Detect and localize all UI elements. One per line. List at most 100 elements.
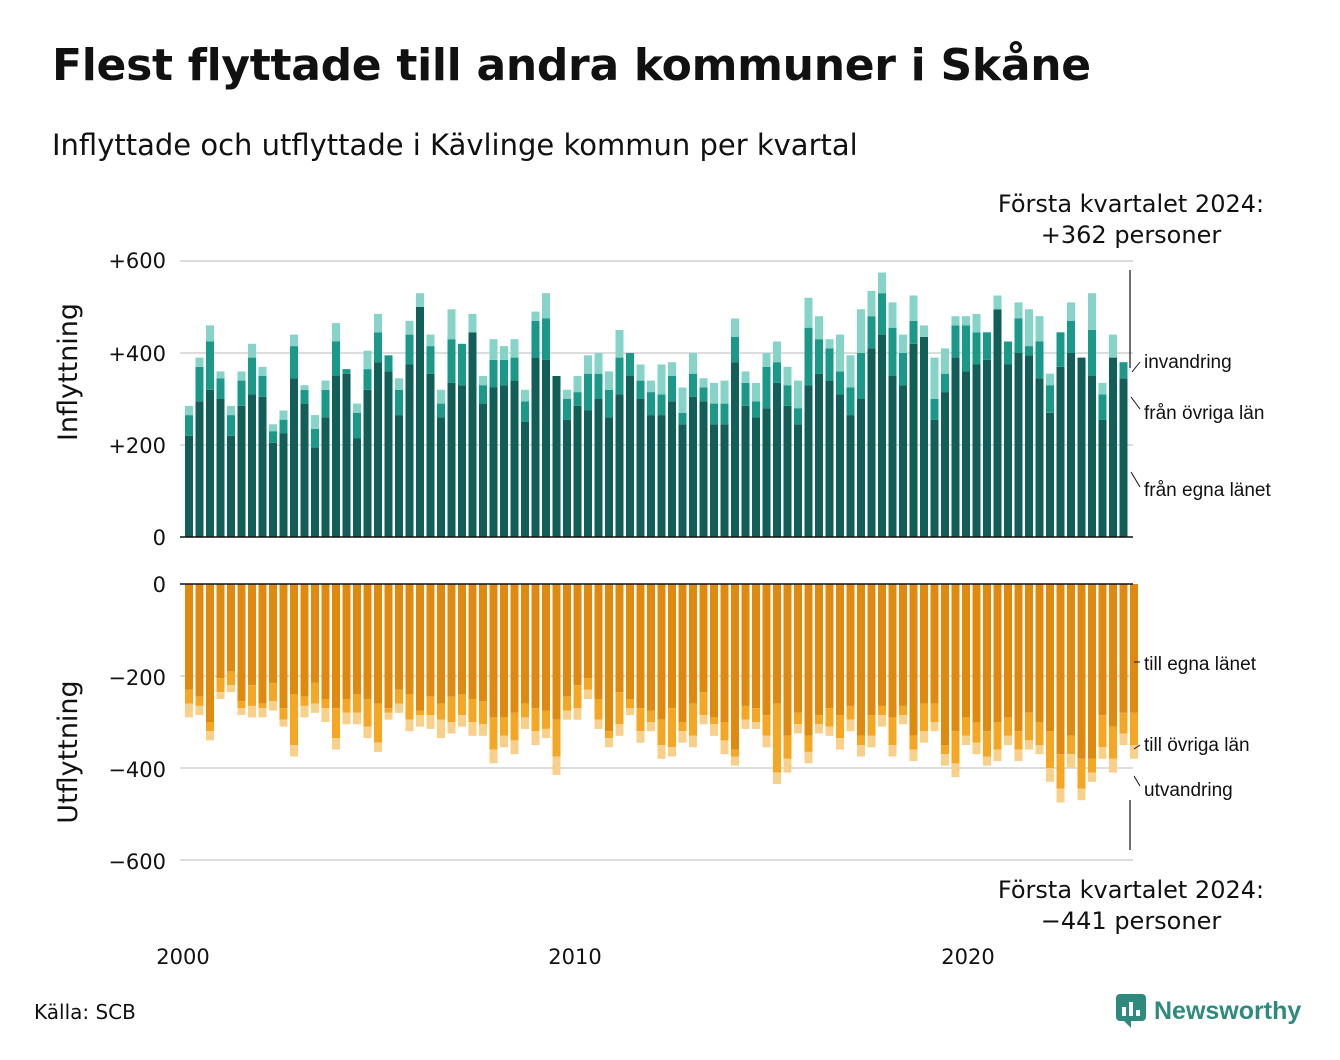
inflow-bar-67-s2 [888, 302, 897, 328]
inflow-bar-22-s0 [416, 307, 424, 537]
inflow-bar-77-s2 [993, 295, 1002, 310]
outflow-bar-9-s1 [279, 708, 288, 720]
inflow-bar-41-s2 [615, 330, 624, 358]
outflow-bar-39-s2 [594, 719, 603, 729]
outflow-bar-48-s0 [689, 584, 697, 704]
inflow-bar-21-s1 [405, 334, 414, 365]
outflow-bar-11-s1 [300, 696, 309, 706]
outflow-bar-39-s1 [594, 699, 603, 720]
outflow-bar-57-s2 [783, 758, 792, 773]
inflow-bar-61-s1 [825, 348, 834, 381]
outflow-bar-69-s2 [909, 749, 918, 762]
inflow-bar-12-s1 [311, 428, 319, 448]
bottom-annotation-line2: −441 personer [1041, 907, 1222, 935]
outflow-bar-22-s1 [416, 710, 424, 716]
inflow-bar-57-s2 [783, 366, 792, 386]
outflow-bar-30-s2 [500, 735, 508, 748]
outflow-bar-81-s0 [1035, 584, 1044, 722]
outflow-bar-86-s0 [1088, 584, 1096, 759]
outflow-bar-87-s1 [1098, 715, 1107, 748]
inflow-bar-7-s2 [258, 366, 267, 376]
outflow-bar-76-s0 [983, 584, 991, 732]
inflow-bar-25-s0 [447, 382, 456, 537]
inflow-bar-42-s1 [626, 353, 634, 376]
outflow-bar-62-s1 [836, 715, 844, 739]
outflow-bar-71-s1 [930, 703, 939, 722]
outflow-bar-53-s0 [741, 584, 750, 706]
inflow-bar-75-s0 [972, 364, 981, 537]
inflow-bar-20-s2 [395, 378, 403, 390]
top-y-tick-400: +400 [108, 342, 166, 366]
inflow-bar-5-s0 [237, 405, 246, 537]
inflow-bar-67-s1 [888, 327, 897, 376]
outflow-bar-43-s1 [636, 708, 645, 732]
inflow-bar-26-s1 [458, 343, 466, 386]
outflow-bar-31-s0 [510, 584, 519, 713]
outflow-bar-29-s2 [489, 749, 498, 764]
outflow-bar-83-s0 [1056, 584, 1065, 755]
inflow-bar-80-s1 [1025, 346, 1033, 356]
outflow-bar-51-s1 [720, 722, 729, 741]
inflow-bar-7-s0 [258, 396, 267, 537]
inflow-bar-15-s0 [342, 373, 351, 537]
inflow-bar-28-s1 [479, 385, 487, 404]
outflow-bar-16-s0 [353, 584, 361, 695]
inflow-bar-2-s1 [206, 341, 214, 390]
outflow-bar-77-s0 [993, 584, 1002, 722]
outflow-bar-67-s1 [888, 717, 897, 745]
outflow-bar-20-s0 [395, 584, 403, 690]
outflow-bar-25-s1 [447, 696, 456, 722]
inflow-bar-9-s0 [279, 433, 288, 537]
outflow-bar-67-s2 [888, 745, 897, 757]
inflow-bar-72-s0 [941, 392, 949, 537]
inflow-bar-85-s0 [1077, 357, 1086, 537]
inflow-bar-20-s0 [395, 415, 403, 537]
inflow-bar-54-s1 [752, 401, 760, 418]
inflow-bar-33-s0 [531, 357, 540, 537]
inflow-bar-11-s2 [300, 385, 309, 390]
outflow-bar-62-s0 [836, 584, 844, 716]
outflow-bar-68-s2 [899, 715, 907, 725]
inflow-bar-45-s1 [657, 394, 666, 416]
inflow-bar-75-s1 [972, 332, 981, 365]
outflow-bar-73-s0 [951, 584, 960, 732]
inflow-bar-58-s0 [794, 424, 802, 537]
outflow-bar-2-s0 [206, 584, 214, 722]
inflow-bar-18-s1 [374, 332, 382, 363]
outflow-bar-54-s1 [752, 708, 760, 722]
outflow-bar-10-s0 [290, 584, 298, 695]
inflow-bar-17-s0 [363, 389, 372, 537]
inflow-bar-66-s2 [878, 272, 886, 294]
inflow-bar-35-s0 [552, 376, 561, 537]
inflow-bar-65-s0 [867, 348, 876, 537]
inflow-bar-74-s0 [962, 371, 970, 537]
outflow-bar-59-s0 [804, 584, 813, 736]
inflow-bar-5-s1 [237, 380, 246, 406]
outflow-bar-72-s0 [941, 584, 949, 745]
top-annotation-line1: Första kvartalet 2024: [998, 190, 1264, 218]
inflow-bar-34-s1 [542, 318, 550, 360]
outflow-bar-7-s0 [258, 584, 267, 704]
outflow-bar-78-s1 [1004, 717, 1012, 736]
inflow-bar-64-s0 [857, 399, 865, 537]
outflow-bar-70-s0 [920, 584, 928, 704]
outflow-bar-80-s2 [1025, 740, 1033, 750]
outflow-bar-89-s2 [1119, 733, 1128, 745]
x-tick-2000: 2000 [156, 945, 209, 969]
inflow-bars [185, 272, 1128, 537]
inflow-bar-33-s2 [531, 311, 540, 321]
inflow-bar-10-s2 [290, 334, 298, 347]
outflow-bar-12-s1 [311, 682, 319, 704]
chart-title: Flest flyttade till andra kommuner i Skå… [52, 40, 1091, 91]
stack-label-leader-1 [1130, 396, 1141, 410]
inflow-bar-39-s2 [594, 353, 603, 374]
outflow-bar-72-s1 [941, 745, 949, 755]
outflow-bar-32-s2 [521, 717, 529, 729]
outflow-bar-23-s2 [426, 715, 435, 729]
outflow-bar-14-s0 [332, 584, 340, 709]
inflow-bar-69-s0 [909, 343, 918, 537]
inflow-bar-6-s0 [248, 394, 256, 537]
inflow-bar-79-s2 [1014, 302, 1023, 319]
inflow-bar-3-s0 [216, 399, 225, 537]
outflow-bar-85-s2 [1077, 788, 1086, 801]
